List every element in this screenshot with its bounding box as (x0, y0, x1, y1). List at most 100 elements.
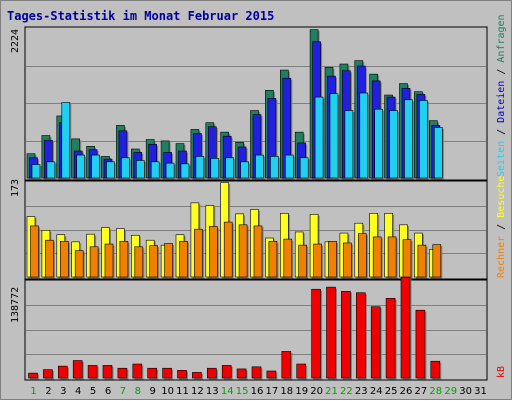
bar-rechner (328, 241, 337, 278)
bar-kb (370, 306, 381, 379)
bar-kb (281, 351, 292, 379)
bar-seiten (31, 164, 41, 179)
bar-seiten (195, 156, 205, 179)
bar-seiten (240, 161, 249, 179)
bar-rechner (253, 225, 263, 278)
legend-separator: / (496, 63, 507, 81)
bar-seiten (225, 157, 234, 179)
bar-rechner (119, 241, 129, 278)
day-label: 2 (45, 386, 51, 397)
bar-kb (43, 369, 53, 379)
bar-rechner (149, 245, 158, 278)
bar-seiten (344, 110, 354, 179)
day-label: 31 (474, 386, 487, 397)
bottom-panel-ymax-label: 138772 (10, 287, 21, 323)
bar-rechner (283, 238, 293, 278)
bar-kb (207, 367, 217, 379)
day-label: 28 (429, 386, 442, 397)
bars-layer (26, 29, 444, 380)
bar-kb (296, 363, 307, 379)
bar-seiten (404, 99, 413, 179)
day-label: 25 (385, 386, 398, 397)
bar-kb (251, 366, 262, 379)
bar-rechner (104, 243, 114, 278)
day-label: 1 (30, 386, 36, 397)
bar-kb (102, 365, 113, 379)
middle-panel-ymax-label: 173 (10, 179, 21, 197)
bar-rechner (164, 243, 173, 278)
legend-top: Seiten / Dateien / Anfragen (496, 14, 507, 177)
bar-rechner (298, 244, 308, 278)
bar-seiten (270, 156, 279, 179)
bar-seiten (136, 160, 145, 179)
bar-seiten (150, 161, 160, 179)
day-label: 7 (120, 386, 126, 397)
panel-top-frame (24, 26, 488, 181)
day-label: 29 (444, 386, 457, 397)
bar-kb (415, 309, 426, 379)
legend-separator: / (496, 218, 507, 236)
bar-seiten (299, 157, 309, 179)
bar-kb (341, 291, 351, 379)
legend-middle: Rechner / Besuche (496, 176, 507, 278)
bar-rechner (268, 241, 278, 278)
chart-title: Tages-Statistik im Monat Februar 2015 (7, 9, 274, 23)
bar-rechner (432, 244, 442, 278)
bar-kb (162, 367, 172, 379)
bar-rechner (417, 244, 427, 278)
day-label: 12 (191, 386, 204, 397)
bar-kb (72, 360, 83, 379)
day-label: 3 (60, 386, 66, 397)
day-label: 24 (370, 386, 383, 397)
bar-kb (430, 360, 441, 379)
bar-seiten (121, 157, 130, 179)
bar-rechner (223, 221, 233, 278)
bar-kb (221, 365, 232, 379)
bar-seiten (329, 93, 339, 179)
day-label: 10 (161, 386, 174, 397)
day-label: 23 (355, 386, 368, 397)
bar-kb (117, 367, 128, 379)
day-label: 6 (105, 386, 111, 397)
bar-rechner (45, 239, 54, 278)
bar-seiten (91, 154, 100, 179)
bar-rechner (209, 226, 218, 278)
bar-seiten (255, 154, 264, 179)
bar-seiten (284, 154, 294, 179)
bar-kb (355, 292, 366, 379)
day-label: 21 (325, 386, 338, 397)
top-panel-ymax-label: 2224 (10, 29, 21, 53)
bar-kb (400, 277, 411, 379)
bar-seiten (210, 158, 220, 179)
legend-anfragen: Anfragen (496, 14, 507, 62)
bar-kb (311, 288, 321, 379)
bar-seiten (165, 162, 175, 179)
bar-rechner (194, 228, 203, 278)
bar-kb (132, 363, 143, 379)
legend-kb: kB (496, 366, 507, 378)
bar-seiten (180, 163, 190, 179)
bar-kb (147, 367, 157, 379)
day-label: 11 (176, 386, 189, 397)
day-labels: 1 2 3 4 5 6 7 8 9 10 11 12 13 14 15 16 17 18 19 20 21 22 23 24 2… (30, 386, 487, 397)
day-label: 22 (340, 386, 353, 397)
bar-rechner (134, 246, 144, 278)
day-label: 17 (266, 386, 279, 397)
bar-rechner (343, 242, 352, 278)
bar-rechner (179, 241, 188, 278)
legend-rechner: Rechner (496, 236, 507, 278)
bar-kb (177, 370, 187, 379)
day-label: 4 (75, 386, 81, 397)
bar-seiten (374, 108, 384, 179)
day-label: 16 (251, 386, 264, 397)
bar-seiten (314, 96, 324, 179)
bar-seiten (61, 102, 71, 179)
bar-rechner (357, 233, 367, 278)
bar-rechner (402, 239, 412, 278)
bar-seiten (419, 100, 428, 179)
bar-seiten (76, 154, 85, 179)
panel-bottom-frame (24, 279, 488, 381)
bar-seiten (106, 161, 115, 179)
day-label: 18 (280, 386, 293, 397)
